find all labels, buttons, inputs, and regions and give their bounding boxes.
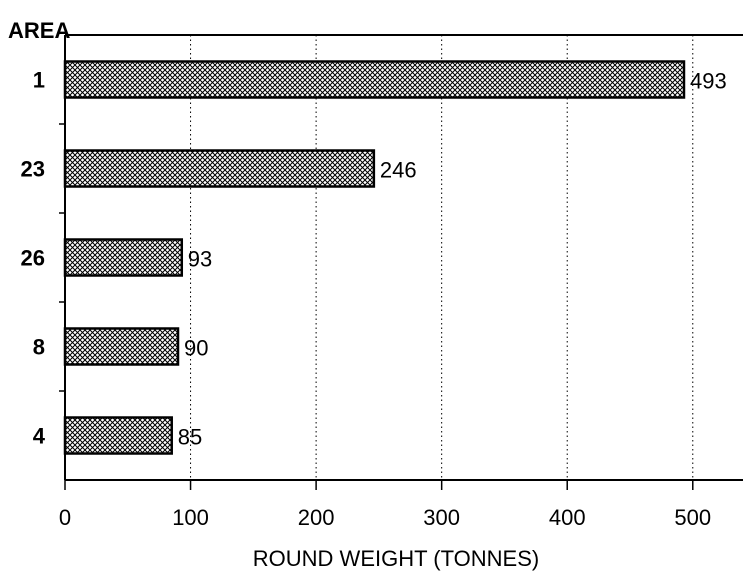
- y-tick-label: 8: [33, 335, 45, 360]
- x-tick-labels: 0 100 200 300 400 500: [59, 505, 711, 530]
- bar: [63, 416, 173, 455]
- gridlines: [190, 35, 694, 480]
- bar: [63, 149, 376, 188]
- y-tick-label: 1: [33, 68, 45, 93]
- data-labels: 493 246 93 90 85: [178, 69, 727, 450]
- x-tick-label: 100: [172, 505, 209, 530]
- bar: [63, 238, 184, 277]
- data-label: 85: [178, 425, 202, 450]
- y-tick-label: 23: [21, 157, 45, 182]
- y-tick-label: 26: [21, 246, 45, 271]
- x-tick-label: 200: [298, 505, 335, 530]
- data-label: 90: [184, 336, 208, 361]
- data-label: 493: [690, 69, 727, 94]
- bars: [63, 60, 686, 455]
- x-tick-label: 500: [674, 505, 711, 530]
- axes: [59, 34, 743, 490]
- bar: [63, 60, 686, 99]
- x-tick-label: 400: [549, 505, 586, 530]
- bar: [63, 327, 180, 366]
- y-tick-labels: 1 23 26 8 4: [21, 68, 46, 449]
- y-tick-label: 4: [33, 424, 46, 449]
- data-label: 246: [380, 158, 417, 183]
- y-axis-title: AREA: [8, 18, 70, 43]
- data-label: 93: [188, 247, 212, 272]
- x-tick-label: 300: [423, 505, 460, 530]
- x-tick-label: 0: [59, 505, 71, 530]
- x-axis-title: ROUND WEIGHT (TONNES): [253, 546, 539, 571]
